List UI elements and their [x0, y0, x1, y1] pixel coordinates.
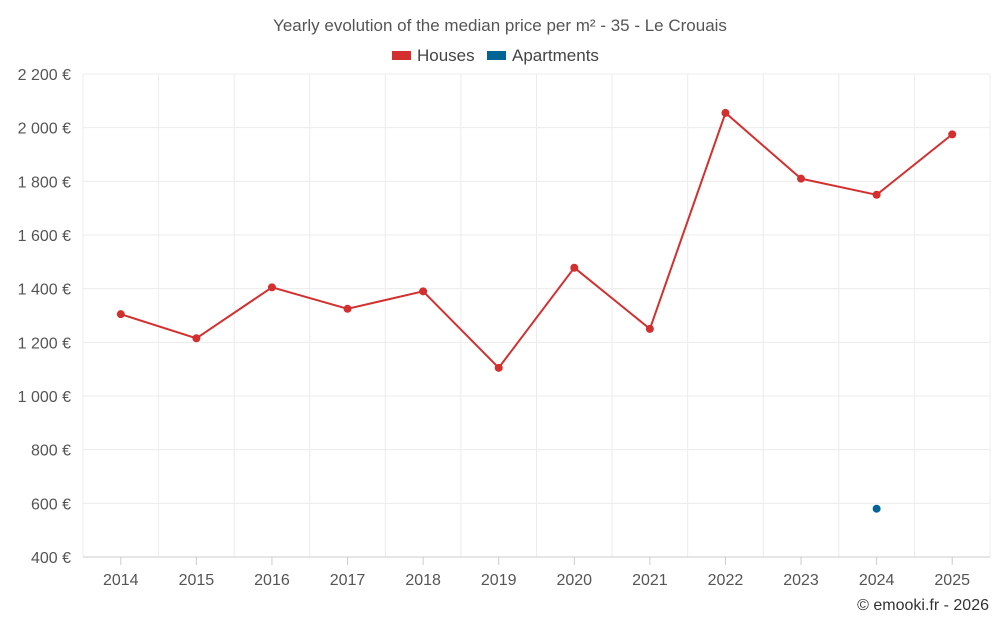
x-tick-label: 2022: [708, 572, 744, 589]
x-tick-label: 2023: [783, 572, 819, 589]
y-tick-label: 1 600 €: [18, 228, 71, 245]
y-tick-label: 1 000 €: [18, 389, 71, 406]
legend-item-houses[interactable]: Houses: [392, 46, 475, 65]
x-tick-label: 2018: [405, 572, 441, 589]
legend-label-apartments: Apartments: [512, 46, 599, 65]
y-tick-label: 2 200 €: [18, 67, 71, 84]
data-point-houses-2016[interactable]: [267, 283, 276, 292]
data-point-houses-2015[interactable]: [192, 334, 201, 343]
x-tick-label: 2025: [934, 572, 970, 589]
data-point-houses-2019[interactable]: [494, 363, 503, 372]
data-point-houses-2017[interactable]: [343, 304, 352, 313]
data-point-houses-2020[interactable]: [570, 263, 579, 272]
y-tick-label: 400 €: [31, 550, 71, 567]
x-tick-label: 2020: [556, 572, 592, 589]
data-point-houses-2023[interactable]: [797, 174, 806, 183]
x-tick-label: 2021: [632, 572, 668, 589]
y-tick-label: 800 €: [31, 443, 71, 460]
data-point-houses-2014[interactable]: [116, 310, 125, 319]
legend-label-houses: Houses: [417, 46, 475, 65]
series-line-houses: [120, 111, 953, 369]
x-tick-label: 2017: [330, 572, 366, 589]
data-point-houses-2021[interactable]: [645, 324, 654, 333]
data-point-houses-2018[interactable]: [419, 287, 428, 296]
x-tick-label: 2019: [481, 572, 517, 589]
x-tick-label: 2014: [103, 572, 139, 589]
y-tick-label: 1 800 €: [18, 174, 71, 191]
legend[interactable]: Houses Apartments: [392, 46, 599, 65]
y-axis: 400 € 600 € 800 € 1 000 € 1 200 € 1 400 € 1 60…: [18, 67, 71, 567]
legend-item-apartments[interactable]: Apartments: [487, 46, 599, 65]
series-apartments: [872, 504, 881, 513]
x-gridlines: [82, 74, 991, 557]
y-tick-label: 600 €: [31, 496, 71, 513]
data-point-houses-2024[interactable]: [872, 190, 881, 199]
y-tick-label: 1 200 €: [18, 335, 71, 352]
y-tick-label: 1 400 €: [18, 282, 71, 299]
legend-swatch-houses: [392, 51, 411, 60]
x-axis: 2014 2015 2016 2017 2018 2019 2020 2021 2022 2023…: [83, 556, 990, 589]
y-tick-label: 2 000 €: [18, 121, 71, 138]
data-point-houses-2022[interactable]: [721, 108, 730, 117]
x-tick-label: 2016: [254, 572, 290, 589]
data-point-houses-2025[interactable]: [948, 130, 957, 139]
series-houses: [116, 108, 957, 372]
x-tick-label: 2015: [179, 572, 215, 589]
credit-text: © emooki.fr - 2026: [857, 597, 989, 614]
x-tick-label: 2024: [859, 572, 895, 589]
legend-swatch-apartments: [487, 51, 506, 60]
data-point-apartments-2024[interactable]: [872, 504, 881, 513]
chart-title: Yearly evolution of the median price per…: [273, 16, 727, 35]
series-layer: [116, 108, 957, 513]
